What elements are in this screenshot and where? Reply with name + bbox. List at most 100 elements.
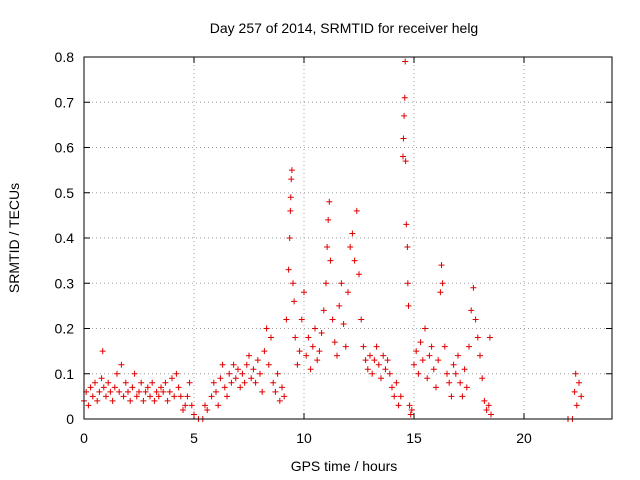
data-point: [488, 411, 494, 418]
data-point: [144, 384, 151, 391]
data-point: [369, 370, 376, 377]
data-point: [173, 370, 180, 377]
data-point: [312, 325, 318, 332]
data-point: [572, 370, 579, 377]
data-point: [438, 262, 445, 269]
data-point: [243, 361, 250, 368]
data-point: [133, 393, 140, 400]
data-point: [320, 307, 327, 314]
data-point: [120, 393, 127, 400]
data-point: [407, 411, 414, 418]
data-point: [290, 280, 296, 287]
data-point: [177, 393, 184, 400]
data-point: [263, 325, 270, 332]
data-point: [286, 235, 293, 241]
y-axis-label: SRMTID / TECUs: [6, 183, 22, 293]
data-point: [329, 316, 336, 323]
data-point: [100, 384, 107, 391]
data-point: [448, 393, 455, 400]
data-point: [468, 307, 475, 314]
data-point: [98, 375, 105, 382]
data-point: [272, 388, 279, 395]
data-point: [433, 384, 439, 391]
y-tick-label: 0.7: [55, 94, 75, 110]
data-point: [461, 366, 468, 373]
data-point: [382, 366, 389, 373]
data-point: [340, 320, 347, 327]
data-point: [483, 406, 490, 413]
data-point: [188, 402, 195, 409]
data-point: [125, 388, 131, 395]
data-point: [314, 357, 321, 364]
data-point: [466, 343, 472, 350]
data-point: [415, 370, 422, 377]
data-point: [419, 357, 426, 364]
data-point: [576, 379, 582, 386]
data-point: [375, 361, 382, 368]
data-point: [401, 94, 408, 101]
data-point: [116, 388, 123, 395]
data-point: [111, 384, 118, 391]
data-point: [401, 112, 408, 119]
data-point: [274, 370, 281, 377]
data-point: [404, 280, 411, 287]
data-point: [175, 384, 182, 391]
data-point: [210, 379, 217, 386]
data-point: [403, 221, 410, 228]
data-point: [87, 384, 94, 391]
data-point: [356, 271, 362, 278]
x-axis-tick-labels: 0 5 10 15 20: [80, 430, 532, 446]
data-point: [287, 194, 294, 201]
data-point: [404, 244, 411, 251]
y-tick-label: 0.2: [55, 321, 75, 337]
data-point: [292, 334, 299, 341]
data-point: [127, 397, 134, 404]
data-point: [402, 158, 409, 165]
data-point: [424, 375, 431, 382]
y-tick-label: 0.6: [55, 140, 75, 156]
data-point: [291, 298, 298, 305]
data-point: [122, 379, 129, 386]
data-point: [149, 379, 156, 386]
data-point: [186, 379, 193, 386]
data-point: [430, 366, 437, 373]
data-point: [241, 379, 248, 386]
data-point: [378, 375, 384, 382]
y-tick-label: 0: [66, 411, 74, 427]
data-point: [296, 348, 303, 355]
data-point: [413, 348, 420, 355]
data-point: [235, 366, 241, 373]
data-point: [294, 361, 301, 368]
x-tick-label: 20: [516, 430, 532, 446]
data-point: [250, 366, 257, 373]
y-tick-label: 0.4: [55, 230, 75, 246]
data-point: [441, 343, 448, 350]
data-point: [571, 388, 578, 395]
data-point: [230, 361, 237, 368]
data-point: [151, 397, 158, 404]
data-point: [103, 393, 109, 400]
data-point: [474, 334, 481, 341]
chart-title: Day 257 of 2014, SRMTID for receiver hel…: [210, 20, 478, 36]
data-point: [326, 198, 333, 205]
data-point: [221, 384, 228, 391]
data-point: [318, 330, 325, 337]
data-point: [316, 348, 323, 355]
data-point: [92, 379, 98, 386]
data-point: [364, 366, 371, 373]
data-point: [287, 207, 294, 214]
data-point: [336, 302, 343, 309]
data-point: [351, 257, 358, 264]
data-point: [202, 402, 208, 409]
data-point: [259, 388, 266, 395]
data-point: [140, 397, 147, 404]
data-point: [477, 352, 483, 359]
data-point: [437, 289, 444, 296]
data-point: [298, 316, 305, 323]
data-point: [395, 402, 402, 409]
data-point: [213, 388, 219, 395]
data-point: [470, 284, 477, 291]
data-point: [452, 370, 459, 377]
data-point: [573, 402, 580, 409]
plot-frame: [83, 56, 613, 420]
